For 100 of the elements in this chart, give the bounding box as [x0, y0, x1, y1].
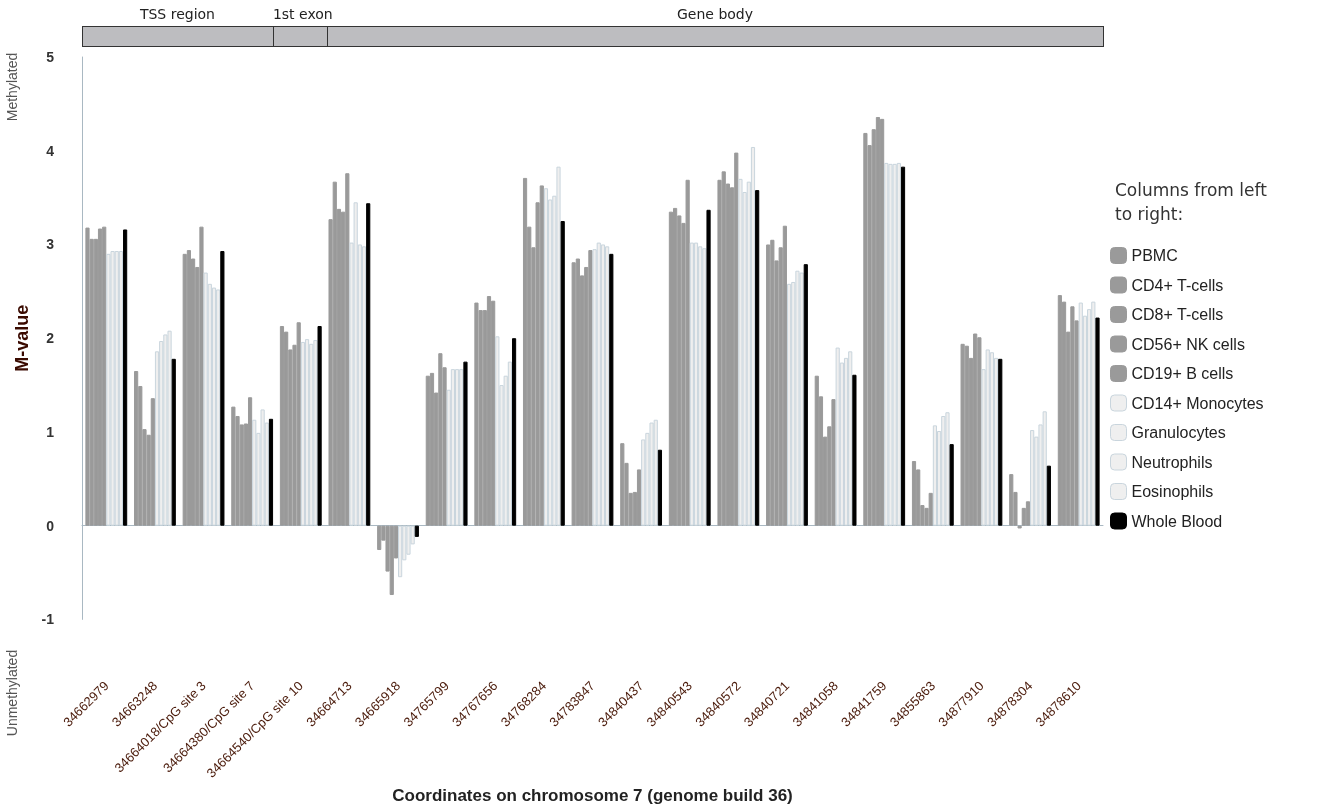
- legend-label: CD56+ NK cells: [1131, 335, 1245, 353]
- bar: [620, 443, 625, 526]
- bar: [199, 226, 204, 526]
- bar: [114, 251, 119, 526]
- bar: [1042, 411, 1047, 526]
- bar: [97, 228, 103, 526]
- bar: [803, 264, 808, 526]
- bar: [309, 343, 314, 526]
- bar: [706, 209, 711, 526]
- y-tick-label: 3: [46, 236, 55, 253]
- bar: [977, 337, 982, 526]
- bar: [831, 399, 836, 526]
- bar: [279, 326, 285, 526]
- bar: [596, 242, 601, 526]
- bar: [766, 244, 771, 526]
- bar: [693, 242, 699, 526]
- bar: [438, 353, 443, 526]
- y-tick-label: 5: [46, 49, 55, 65]
- bar: [571, 262, 576, 526]
- y-tick-label: 2: [46, 330, 55, 347]
- bar: [945, 412, 950, 526]
- bar: [543, 188, 549, 526]
- bar: [721, 171, 726, 526]
- bar: [985, 349, 990, 526]
- bar: [588, 250, 593, 526]
- bar: [657, 449, 663, 526]
- y-axis-title: M-value: [11, 304, 32, 372]
- bar: [511, 338, 517, 526]
- bar: [296, 322, 301, 526]
- y-tick-label: -1: [41, 611, 55, 628]
- bar: [231, 406, 236, 526]
- bar: [605, 246, 610, 526]
- bar: [1091, 301, 1096, 526]
- bar: [600, 244, 606, 526]
- bar: [1095, 317, 1100, 526]
- bar: [960, 343, 965, 526]
- bar: [560, 221, 565, 526]
- bar: [668, 211, 674, 526]
- bar: [1030, 430, 1035, 526]
- bar: [636, 469, 642, 526]
- y-tick-label: 1: [46, 423, 55, 440]
- legend-label: Neutrophils: [1131, 453, 1213, 471]
- bar: [892, 163, 897, 526]
- bar: [260, 409, 265, 526]
- bar: [653, 419, 658, 526]
- bar: [123, 229, 128, 526]
- legend-label: Eosinophils: [1131, 483, 1214, 500]
- bar: [702, 248, 707, 526]
- bar: [863, 132, 868, 526]
- bar: [875, 116, 881, 526]
- bar: [474, 302, 479, 526]
- bar: [118, 251, 124, 526]
- bar: [786, 283, 792, 526]
- bar: [216, 289, 221, 526]
- bar: [1078, 302, 1083, 526]
- bar: [304, 339, 310, 526]
- bar: [389, 525, 394, 596]
- bar: [964, 345, 969, 526]
- text: Unmethylated: [4, 649, 20, 737]
- bar: [171, 358, 176, 526]
- bar: [455, 369, 460, 526]
- bar: [429, 372, 435, 526]
- bar: [507, 361, 512, 526]
- bar: [345, 173, 350, 526]
- bar: [486, 296, 492, 526]
- legend-label: CD4+ T-cells: [1131, 276, 1224, 294]
- bar: [835, 347, 840, 526]
- bar: [941, 415, 946, 526]
- bar: [353, 202, 358, 526]
- bar: [317, 326, 322, 526]
- bar: [459, 369, 464, 526]
- bar: [989, 352, 994, 526]
- bar: [203, 272, 208, 526]
- bar: [799, 272, 804, 526]
- bar: [1025, 501, 1031, 526]
- bar: [932, 425, 938, 526]
- bar: [332, 181, 337, 526]
- bar: [911, 460, 917, 526]
- gene-region-strip: TSS region 1st exon Gene body: [82, 6, 1103, 48]
- bar: [896, 162, 901, 526]
- text: Methylated: [4, 52, 20, 122]
- bar: [848, 351, 853, 526]
- legend-label: CD8+ T-cells: [1131, 306, 1224, 323]
- bar: [649, 422, 654, 526]
- bar: [782, 225, 787, 526]
- bar: [425, 375, 430, 526]
- bar: [398, 525, 403, 578]
- bar: [539, 185, 544, 526]
- bar: [698, 246, 703, 526]
- bar: [110, 251, 115, 526]
- bar: [1057, 295, 1062, 526]
- bar: [268, 418, 274, 526]
- bar: [522, 177, 528, 526]
- legend-label: CD19+ B cells: [1131, 365, 1234, 382]
- bar: [949, 444, 954, 526]
- bar: [689, 242, 694, 526]
- bar: [575, 258, 580, 526]
- bar: [973, 333, 978, 526]
- bar: [884, 162, 889, 526]
- bar: [163, 334, 168, 526]
